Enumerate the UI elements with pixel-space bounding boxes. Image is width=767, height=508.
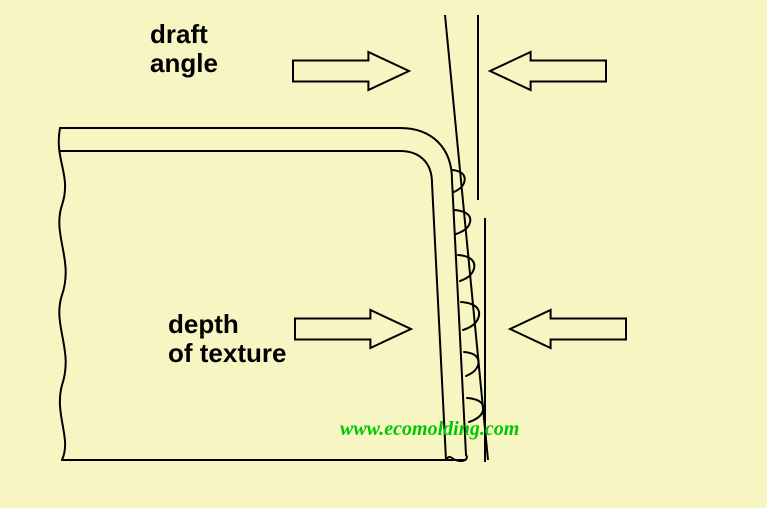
watermark-text: www.ecomolding.com bbox=[340, 418, 519, 441]
diagram-stage: draft angle depth of texture www.ecomold… bbox=[0, 0, 767, 508]
label-draft-angle: draft angle bbox=[150, 20, 218, 77]
label-depth-of-texture: depth of texture bbox=[168, 310, 286, 367]
